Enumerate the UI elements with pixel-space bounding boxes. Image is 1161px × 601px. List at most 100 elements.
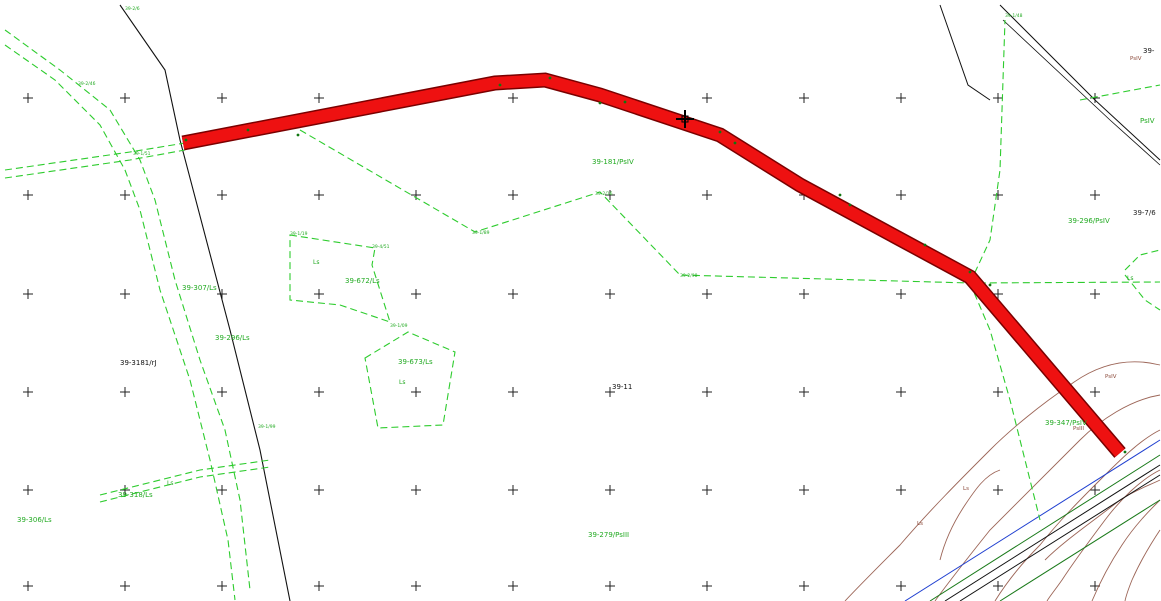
grid-cross bbox=[23, 387, 33, 397]
parcel-boundary bbox=[99, 459, 271, 496]
grid-cross bbox=[896, 581, 906, 591]
grid-cross bbox=[508, 93, 518, 103]
parcel-boundary bbox=[969, 282, 1041, 521]
grid-cross bbox=[411, 289, 421, 299]
parcel-label: Ls bbox=[167, 480, 173, 487]
parcel-label: 39-306/Ls bbox=[17, 516, 52, 524]
road-line-top-right bbox=[1002, 19, 1161, 166]
grid-cross bbox=[702, 581, 712, 591]
grid-cross bbox=[314, 387, 324, 397]
parcel-label: Ls bbox=[399, 379, 405, 386]
grid-cross bbox=[120, 581, 130, 591]
route-vertex-marker bbox=[296, 133, 300, 137]
grid-cross bbox=[508, 485, 518, 495]
parcel-boundary bbox=[4, 142, 186, 171]
point-label: 39-4/51 bbox=[372, 244, 390, 250]
grid-cross bbox=[993, 93, 1003, 103]
grid-cross bbox=[217, 190, 227, 200]
route-line bbox=[181, 73, 1125, 457]
parcel-label: Ls bbox=[963, 486, 969, 492]
grid-cross bbox=[605, 581, 615, 591]
route-vertex-marker bbox=[1123, 450, 1127, 454]
grid-cross bbox=[314, 190, 324, 200]
grid-cross bbox=[23, 581, 33, 591]
grid-cross bbox=[120, 190, 130, 200]
route-vertex-marker bbox=[988, 283, 992, 287]
parcel-boundary bbox=[4, 29, 251, 591]
contour-line bbox=[1124, 529, 1161, 601]
route-vertex-marker bbox=[598, 101, 602, 105]
grid-cross bbox=[605, 289, 615, 299]
parcel-label: PsIV bbox=[1130, 56, 1142, 62]
road-line-left bbox=[119, 4, 291, 601]
grid-cross bbox=[993, 387, 1003, 397]
grid-cross bbox=[605, 485, 615, 495]
grid-cross bbox=[896, 387, 906, 397]
pipeline-line bbox=[999, 499, 1161, 601]
route-vertex-marker bbox=[718, 130, 722, 134]
grid-cross bbox=[411, 190, 421, 200]
pipeline-line bbox=[944, 464, 1161, 601]
grid-cross bbox=[702, 93, 712, 103]
parcel-label: 39-3181/rJ bbox=[120, 359, 157, 367]
route-vertex-marker bbox=[968, 270, 972, 274]
grid-cross bbox=[314, 289, 324, 299]
grid-cross bbox=[217, 289, 227, 299]
parcel-label: 39-296/Ls bbox=[215, 334, 250, 342]
contour-line bbox=[1091, 499, 1161, 601]
route-vertex-marker bbox=[923, 243, 927, 247]
cursor-crosshair bbox=[676, 110, 694, 128]
grid-cross bbox=[508, 387, 518, 397]
route-vertex-marker bbox=[848, 203, 852, 207]
point-label: 39-1/19 bbox=[290, 231, 308, 237]
grid-cross bbox=[411, 485, 421, 495]
parcel-label: 39- bbox=[1143, 47, 1155, 55]
route-vertex-marker bbox=[548, 76, 552, 80]
parcel-label: 39-307/Ls bbox=[182, 284, 217, 292]
parcel-polygon bbox=[364, 331, 456, 429]
parcel-label: 39-181/PsIV bbox=[592, 158, 634, 166]
parcel-boundary bbox=[1124, 274, 1161, 311]
parcel-label: 39-279/PsIII bbox=[588, 531, 629, 539]
grid-cross bbox=[120, 387, 130, 397]
parcel-label: 39-347/PsIV bbox=[1045, 419, 1087, 427]
parcel-label: 39-672/Ls bbox=[345, 277, 380, 285]
pipeline-line bbox=[929, 454, 1161, 601]
grid-cross bbox=[702, 289, 712, 299]
grid-cross bbox=[1090, 289, 1100, 299]
parcel-label: 39-318/Ls bbox=[118, 491, 153, 499]
point-label: 39-2/46 bbox=[78, 81, 96, 87]
point-label: 39-1/48 bbox=[1005, 13, 1023, 19]
grid-cross bbox=[993, 581, 1003, 591]
grid-cross bbox=[605, 387, 615, 397]
grid-cross bbox=[799, 485, 809, 495]
grid-cross bbox=[1090, 485, 1100, 495]
power-line bbox=[904, 439, 1161, 601]
road-line-top-right bbox=[999, 4, 1161, 161]
parcel-label: Ls bbox=[917, 521, 923, 527]
point-label: 39-1/89 bbox=[472, 230, 490, 236]
grid-cross bbox=[314, 93, 324, 103]
parcel-label: PsIV bbox=[1105, 374, 1117, 380]
grid-cross bbox=[702, 387, 712, 397]
grid-cross bbox=[1090, 190, 1100, 200]
crosshair-cursor-icon bbox=[676, 110, 694, 128]
grid-cross bbox=[896, 485, 906, 495]
grid-cross bbox=[1090, 387, 1100, 397]
grid-cross bbox=[702, 190, 712, 200]
grid-cross bbox=[217, 387, 227, 397]
grid-cross bbox=[896, 190, 906, 200]
route-vertex-marker bbox=[498, 83, 502, 87]
parcel-boundary bbox=[99, 466, 271, 503]
parcel-boundary bbox=[4, 44, 236, 601]
parcel-label: 39-296/PsIV bbox=[1068, 217, 1110, 225]
parcel-label: PsIII bbox=[1073, 426, 1084, 432]
point-label: 39-1/99 bbox=[258, 424, 276, 430]
point-label: 39-2/6 bbox=[125, 6, 140, 12]
grid-cross bbox=[993, 190, 1003, 200]
point-label: 39-2/98 bbox=[680, 273, 698, 279]
grid-cross bbox=[120, 93, 130, 103]
grid-cross bbox=[314, 581, 324, 591]
contour-line bbox=[994, 429, 1161, 601]
